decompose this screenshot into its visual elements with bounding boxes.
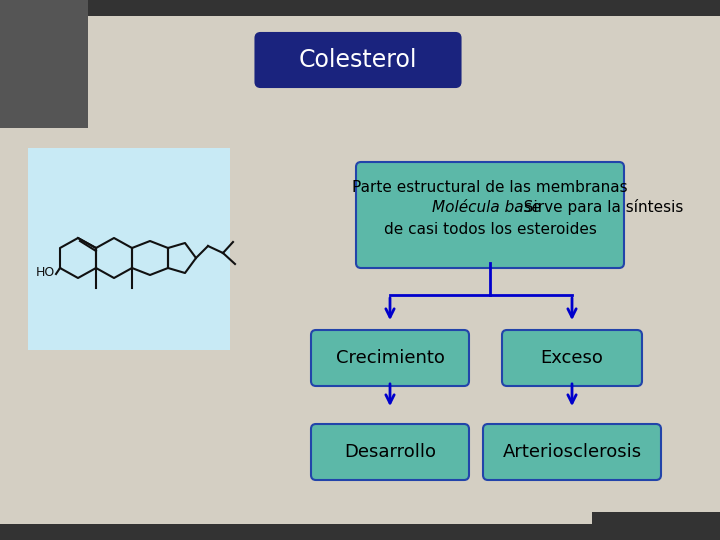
FancyBboxPatch shape (0, 0, 720, 16)
FancyBboxPatch shape (483, 424, 661, 480)
Text: Colesterol: Colesterol (299, 48, 418, 72)
FancyBboxPatch shape (256, 33, 461, 87)
Text: Crecimiento: Crecimiento (336, 349, 444, 367)
FancyBboxPatch shape (356, 162, 624, 268)
Text: HO: HO (36, 266, 55, 279)
FancyBboxPatch shape (28, 148, 230, 350)
Text: . Sirve para la síntesis: . Sirve para la síntesis (514, 199, 683, 215)
FancyBboxPatch shape (311, 424, 469, 480)
FancyBboxPatch shape (502, 330, 642, 386)
FancyBboxPatch shape (592, 512, 720, 524)
FancyBboxPatch shape (311, 330, 469, 386)
FancyBboxPatch shape (0, 0, 88, 128)
Text: Molécula base: Molécula base (432, 199, 541, 214)
Text: Exceso: Exceso (541, 349, 603, 367)
Text: de casi todos los esteroides: de casi todos los esteroides (384, 221, 596, 237)
Text: Desarrollo: Desarrollo (344, 443, 436, 461)
Text: Arteriosclerosis: Arteriosclerosis (503, 443, 642, 461)
Text: Parte estructural de las membranas: Parte estructural de las membranas (352, 179, 628, 194)
FancyBboxPatch shape (0, 524, 720, 540)
